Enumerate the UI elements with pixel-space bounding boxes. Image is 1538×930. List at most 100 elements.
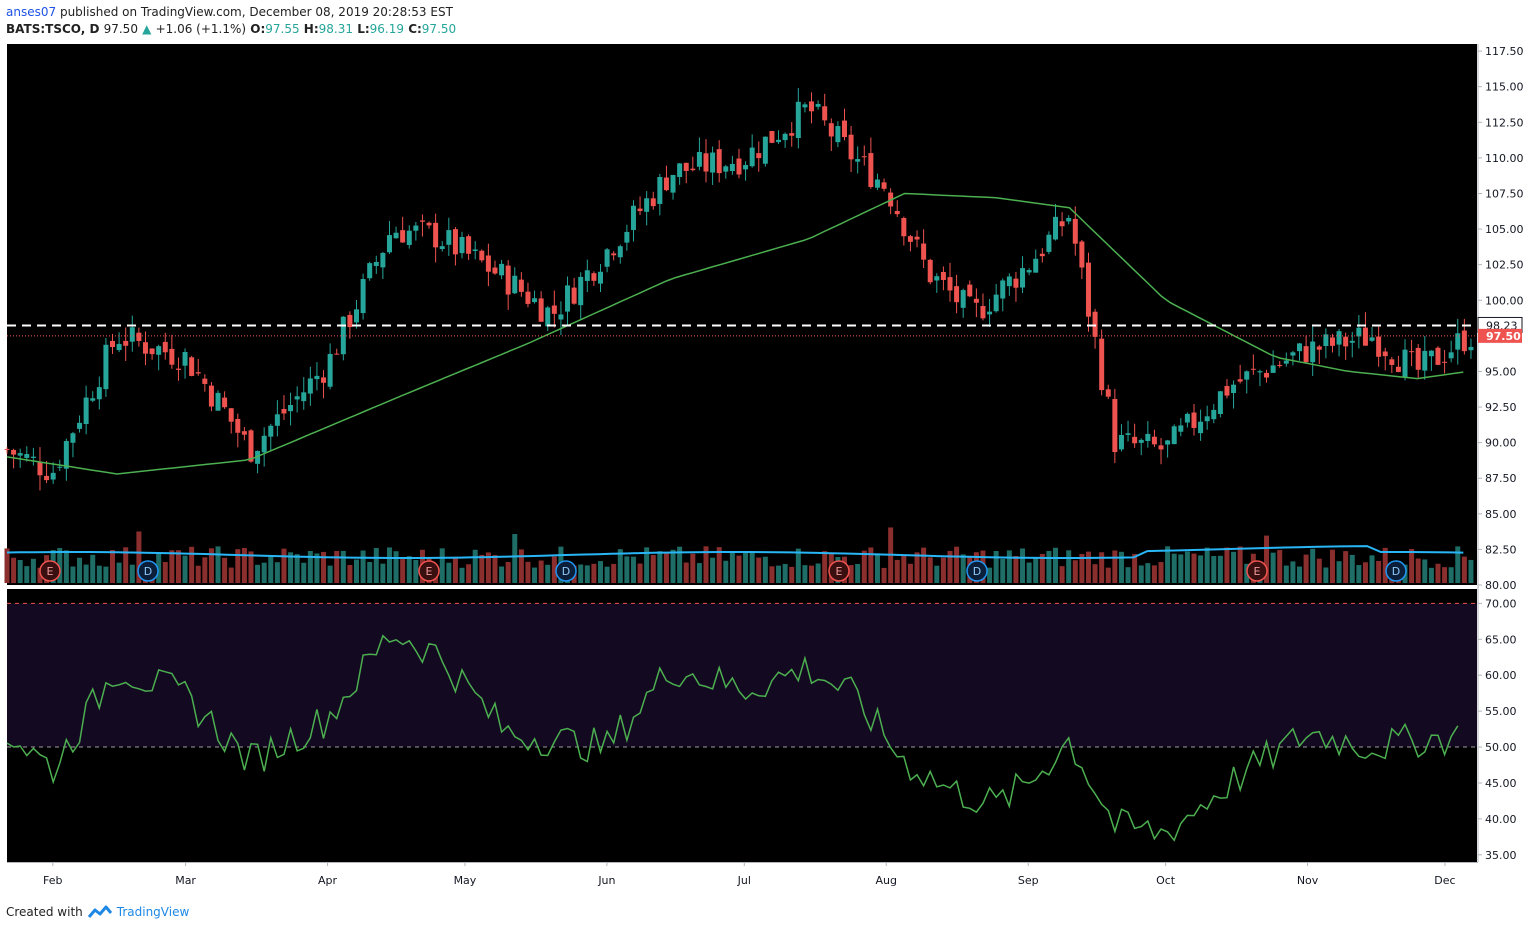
price-tick-label-12: 87.50 [1485,472,1517,485]
rsi-tick-label-2: 60.00 [1485,669,1517,682]
candle [195,372,201,374]
tradingview-link[interactable]: TradingView [116,905,190,919]
candle [1336,331,1342,345]
volume-bar [901,555,907,583]
volume-bar [1290,561,1296,583]
price-tick-label-5: 105.00 [1485,223,1524,236]
volume-bar [881,567,887,583]
volume-bar [1006,550,1012,583]
event-marker-label: D [562,565,570,578]
volume-bar [617,549,623,583]
chart-canvas[interactable]: 117.50 115.00 112.50 110.00 107.50 105.00 102.… [0,0,1538,900]
candle [954,286,960,303]
candle [413,225,419,231]
price-tick-label-7: 100.00 [1485,294,1524,307]
candle [327,353,333,387]
volume-bar [1079,553,1085,583]
candle [1006,276,1012,287]
volume-bar [129,564,135,583]
price-tick-label-0: 117.50 [1485,45,1524,58]
volume-bar [848,565,854,583]
candle [611,253,617,256]
volume-bar [1026,562,1032,583]
volume-bar [954,546,960,583]
rsi-band [7,603,1477,748]
volume-bar [1316,558,1322,583]
volume-bar [1138,565,1144,583]
candle [459,236,465,254]
volume-bar [1165,546,1171,583]
volume-bar [710,557,716,583]
candle [604,249,610,267]
volume-bar [1066,550,1072,583]
candle [63,441,69,469]
time-tick-label-mar: Mar [175,874,196,887]
candle [419,220,425,222]
candle [723,166,729,172]
volume-bar [815,563,821,583]
volume-bar [749,551,755,583]
volume-bar [1211,556,1217,583]
volume-bar [162,561,168,583]
volume-bar [1415,558,1421,583]
volume-bar [1323,567,1329,583]
candle [1264,372,1270,378]
candle [1442,361,1448,363]
candle [584,270,590,281]
candle [241,431,247,435]
volume-bar [1468,559,1474,583]
candle [848,134,854,160]
earnings-marker-icon [39,560,61,582]
volume-ma-line [6,545,1464,559]
volume-bar [782,563,788,583]
volume-bar [1053,547,1059,583]
volume-bar [1283,565,1289,583]
earnings-marker-icon [418,560,440,582]
rsi-tick-label-6: 40.00 [1485,813,1517,826]
candle [743,165,749,170]
volume-bar [1072,560,1078,583]
candle [597,271,603,284]
candle [670,174,676,193]
candle [492,267,498,274]
candle [545,307,551,327]
volume-bar [1461,556,1467,583]
author-link[interactable]: anses07 [6,5,57,19]
volume-bar [1151,565,1157,583]
candle [696,152,702,167]
candle [1244,371,1250,380]
volume-bar [255,564,261,583]
volume-bar [241,547,247,583]
volume-bar [690,553,696,583]
volume-bar [512,534,518,583]
candle [129,327,135,342]
volume-bar [466,564,472,583]
volume-bar [591,563,597,583]
candle [485,255,491,272]
volume-bar [1099,552,1105,583]
close-label: C: [408,22,422,36]
volume-bar [1112,550,1118,583]
candle [980,306,986,319]
candle [637,208,643,212]
rsi-tick-label-5: 45.00 [1485,777,1517,790]
volume-bar [644,547,650,583]
volume-bar [657,551,663,583]
price-tick-label-10: 92.50 [1485,401,1517,414]
dividend-marker-icon [555,560,577,582]
candle [11,449,17,455]
candle [17,453,23,456]
rsi-line [6,634,1459,842]
candle [1217,391,1223,414]
candle [1250,368,1256,370]
volume-bar [795,548,801,583]
volume-bar [1376,560,1382,583]
volume-bar [604,566,610,583]
volume-bar [261,562,267,583]
symbol-name[interactable]: BATS:TSCO, D [6,22,100,36]
volume-bar [413,559,419,583]
candle [1277,364,1283,366]
price-tick-label-15: 80.00 [1485,579,1517,592]
candle [690,168,696,171]
candle [367,263,373,279]
